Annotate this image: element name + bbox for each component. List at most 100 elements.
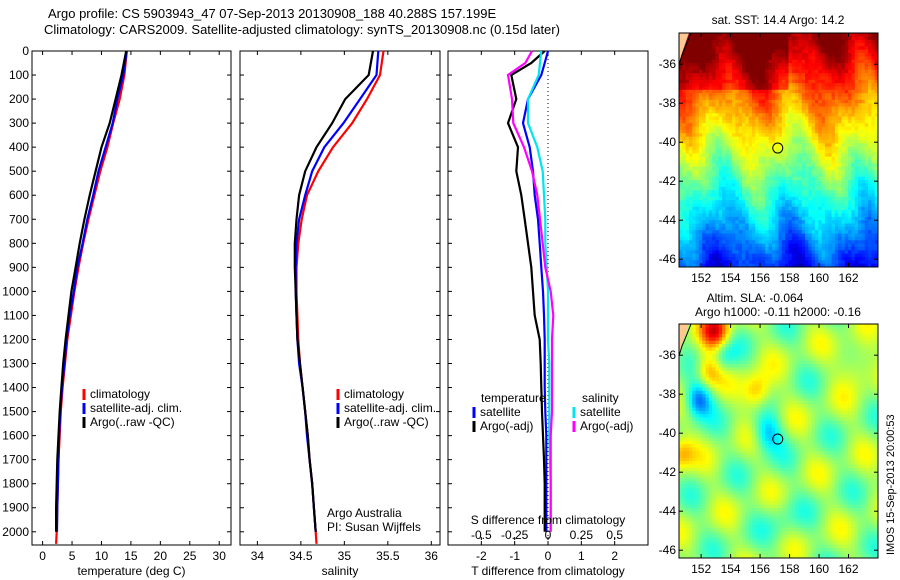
map-cell — [805, 146, 809, 151]
map-cell — [854, 129, 859, 134]
map-cell — [778, 193, 783, 198]
map-cell — [695, 170, 700, 174]
map-cell — [698, 109, 703, 114]
map-cell — [758, 146, 763, 151]
map-cell — [811, 163, 816, 168]
map-cell — [824, 324, 829, 328]
map-cell — [818, 113, 823, 117]
map-cell — [751, 69, 756, 74]
map-cell — [758, 344, 763, 348]
map-cell — [755, 163, 759, 168]
map-cell — [858, 93, 862, 97]
map-cell — [692, 226, 696, 231]
map-cell — [868, 223, 872, 228]
map-cell — [738, 106, 743, 111]
map-cell — [748, 340, 753, 345]
map-cell — [705, 103, 710, 107]
map-cell — [758, 173, 763, 178]
map-cell — [791, 53, 796, 57]
map-cell — [725, 220, 730, 224]
map-cell — [679, 109, 683, 114]
map-cell — [755, 123, 759, 127]
map-cell — [798, 324, 803, 328]
map-cell — [688, 200, 693, 204]
map-cell — [841, 246, 846, 251]
map-cell — [692, 153, 696, 158]
map-cell — [712, 263, 716, 268]
map-cell — [725, 160, 730, 164]
map-cell — [841, 49, 846, 54]
map-cell — [861, 180, 866, 184]
map-cell — [854, 160, 859, 164]
map-cell — [735, 46, 740, 51]
map-cell — [824, 347, 829, 352]
map-cell — [702, 203, 706, 208]
map-cell — [864, 83, 869, 87]
map-cell — [848, 334, 852, 338]
map-cell — [702, 66, 706, 71]
map-cell — [851, 123, 856, 127]
map-cell — [768, 109, 773, 114]
map-cell — [798, 119, 803, 124]
map-cell — [679, 216, 683, 221]
map-cell — [781, 89, 786, 94]
map-cell — [728, 69, 733, 74]
map-cell — [718, 246, 723, 251]
map-cell — [844, 109, 849, 114]
map-cell — [848, 43, 852, 47]
map-cell — [761, 63, 766, 67]
map-cell — [828, 260, 832, 265]
map-cell — [738, 59, 743, 64]
map-cell — [735, 180, 740, 184]
map-cell — [841, 240, 846, 244]
map-cell — [781, 256, 786, 261]
map-cell — [801, 59, 806, 64]
map-cell — [824, 113, 829, 117]
map-cell — [775, 113, 779, 117]
map-cell — [702, 256, 706, 261]
map-cell — [834, 243, 839, 248]
map-cell — [768, 193, 773, 198]
map-cell — [798, 166, 803, 171]
map-cell — [874, 176, 879, 181]
map-cell — [751, 153, 756, 158]
map-cell — [828, 66, 832, 71]
map-cell — [874, 223, 879, 228]
map-cell — [682, 260, 687, 265]
map-cell — [698, 43, 703, 47]
map-cell — [708, 216, 713, 221]
map-cell — [785, 163, 789, 168]
map-cell — [761, 99, 766, 104]
map-cell — [722, 246, 726, 251]
map-cell — [695, 143, 700, 148]
map-cell — [824, 46, 829, 51]
map-cell — [788, 223, 793, 228]
map-cell — [688, 150, 693, 154]
map-cell — [695, 93, 700, 97]
map-cell — [824, 223, 829, 228]
map-cell — [692, 193, 696, 198]
map-cell — [728, 347, 733, 352]
map-cell — [854, 183, 859, 188]
map-cell — [775, 200, 779, 204]
map-cell — [728, 123, 733, 127]
map-cell — [811, 350, 816, 355]
map-cell — [715, 153, 720, 158]
map-cell — [808, 113, 813, 117]
map-cell — [818, 39, 823, 44]
map-cell — [751, 340, 756, 345]
map-cell — [791, 173, 796, 178]
map-cell — [805, 186, 809, 191]
map-cell — [725, 263, 730, 268]
map-cell — [851, 213, 856, 218]
map-cell — [801, 119, 806, 124]
map-cell — [722, 66, 726, 71]
map-cell — [795, 183, 799, 188]
map-cell — [738, 93, 743, 97]
map-cell — [831, 180, 836, 184]
map-cell — [848, 206, 852, 211]
map-cell — [771, 210, 776, 214]
map-cell — [748, 236, 753, 241]
map-cell — [778, 46, 783, 51]
map-cell — [735, 53, 740, 57]
